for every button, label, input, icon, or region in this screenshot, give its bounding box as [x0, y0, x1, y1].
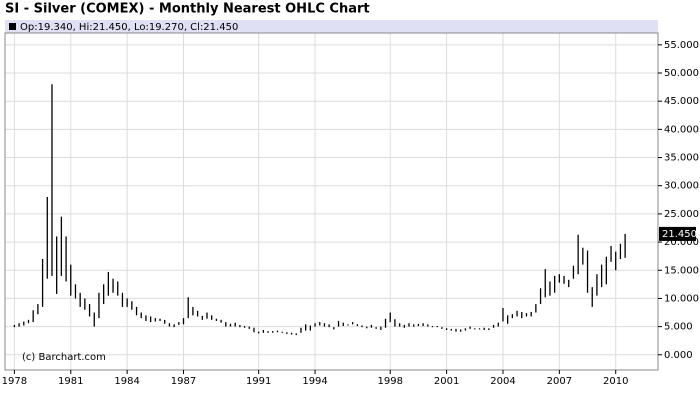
x-tick-label: 1978 — [2, 376, 27, 387]
y-tick-label: 10.000 — [664, 293, 699, 304]
y-tick-label: 50.000 — [664, 68, 699, 79]
x-tick-label: 2004 — [490, 376, 515, 387]
x-tick-label: 2007 — [547, 376, 572, 387]
legend-swatch — [9, 23, 16, 30]
last-value-label: 21.450 — [662, 229, 697, 240]
watermark: (c) Barchart.com — [22, 352, 106, 363]
y-tick-label: 20.000 — [664, 237, 699, 248]
y-tick-label: 40.000 — [664, 124, 699, 135]
x-tick-label: 1998 — [377, 376, 402, 387]
y-tick-label: 5.000 — [664, 322, 693, 333]
x-tick-label: 1984 — [114, 376, 139, 387]
x-tick-label: 1987 — [171, 376, 196, 387]
y-tick-label: 25.000 — [664, 209, 699, 220]
x-tick-label: 1991 — [246, 376, 271, 387]
y-tick-label: 0.000 — [664, 350, 693, 361]
legend-strip — [5, 20, 658, 33]
x-tick-label: 1994 — [302, 376, 327, 387]
last-value-box — [659, 226, 696, 241]
y-tick-label: 55.000 — [664, 40, 699, 51]
x-tick-label: 2001 — [434, 376, 459, 387]
y-tick-label: 15.000 — [664, 265, 699, 276]
plot-frame — [4, 32, 659, 371]
y-tick-label: 35.000 — [664, 153, 699, 164]
x-tick-label: 1981 — [58, 376, 83, 387]
x-tick-label: 2010 — [603, 376, 628, 387]
y-tick-label: 30.000 — [664, 181, 699, 192]
y-tick-label: 45.000 — [664, 96, 699, 107]
legend-text: Op:19.340, Hi:21.450, Lo:19.270, Cl:21.4… — [20, 22, 238, 33]
chart-title: SI - Silver (COMEX) - Monthly Nearest OH… — [5, 2, 370, 17]
